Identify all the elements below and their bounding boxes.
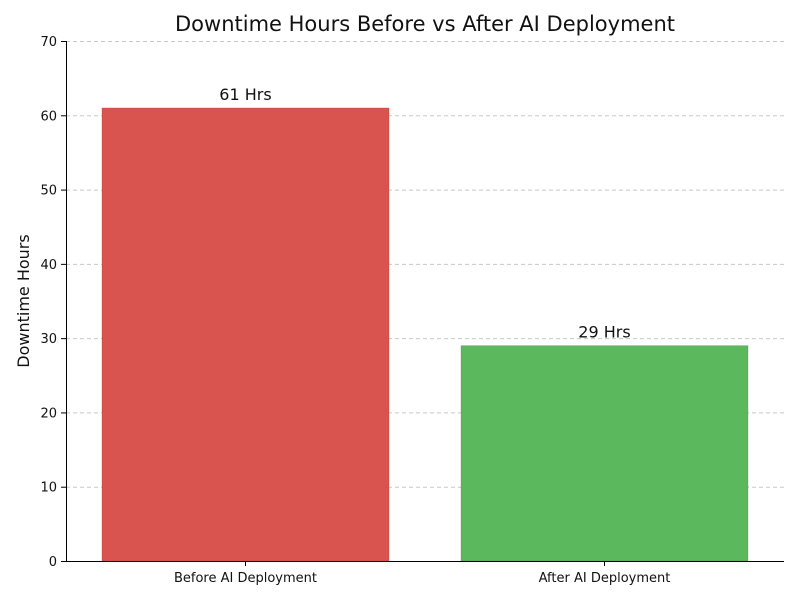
y-tick-label-10: 10	[40, 481, 57, 496]
y-tick-label-40: 40	[40, 258, 57, 273]
bar-0	[101, 107, 390, 562]
y-tick-label-30: 30	[40, 332, 57, 347]
y-tick-label-0: 0	[49, 555, 57, 570]
bar-data-labels: 61 Hrs 29 Hrs	[219, 85, 630, 342]
bar-data-label-1: 29 Hrs	[578, 323, 630, 342]
axes	[66, 41, 784, 562]
x-axis-ticks: Before AI Deployment After AI Deployment	[174, 561, 670, 586]
y-axis-title: Downtime Hours	[14, 234, 33, 367]
chart-title: Downtime Hours Before vs After AI Deploy…	[175, 12, 675, 36]
y-axis-ticks: 0 10 20 30 40 50 60 70	[40, 35, 66, 570]
bar-1	[460, 345, 749, 562]
y-tick-label-20: 20	[40, 406, 57, 421]
bar-data-label-0: 61 Hrs	[219, 85, 271, 104]
y-tick-label-70: 70	[40, 35, 57, 50]
bars	[101, 107, 749, 562]
y-tick-label-60: 60	[40, 109, 57, 124]
x-tick-label-1: After AI Deployment	[539, 571, 671, 586]
x-tick-label-0: Before AI Deployment	[174, 571, 317, 586]
y-tick-label-50: 50	[40, 184, 57, 199]
